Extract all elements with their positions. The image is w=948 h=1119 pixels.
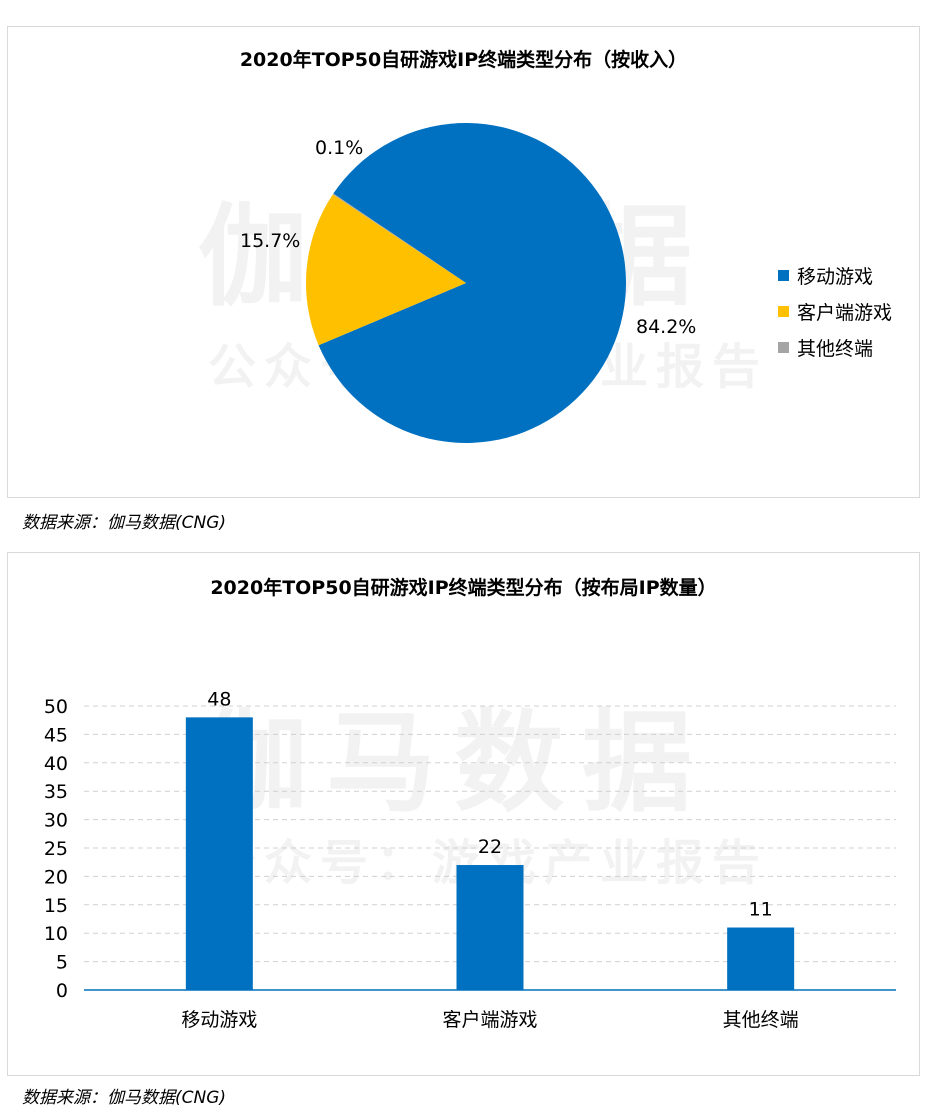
y-tick-label: 15 (44, 895, 68, 917)
pie-source-note: 数据来源：伽马数据(CNG) (22, 513, 227, 533)
bar (727, 927, 795, 990)
pie-label-other: 0.1% (315, 137, 364, 159)
bar-source-note: 数据来源：伽马数据(CNG) (22, 1088, 227, 1108)
pie-chart-title: 2020年TOP50自研游戏IP终端类型分布（按收入） (239, 49, 688, 71)
pie-label-client: 15.7% (240, 230, 301, 252)
legend-label-other: 其他终端 (797, 337, 874, 360)
y-tick-label: 25 (44, 838, 68, 860)
y-tick-label: 35 (44, 781, 68, 803)
y-tick-label: 50 (44, 696, 68, 718)
legend-item-mobile: 移动游戏 (778, 257, 892, 293)
bar-value-label: 48 (207, 688, 231, 710)
bar (456, 865, 524, 990)
legend-label-client: 客户端游戏 (797, 301, 893, 324)
pie-slice-client (306, 194, 466, 346)
legend-swatch-client (778, 305, 789, 317)
legend-label-mobile: 移动游戏 (797, 265, 874, 288)
y-tick-label: 0 (56, 980, 68, 1002)
y-tick-label: 40 (44, 753, 68, 775)
bar-value-label: 11 (749, 899, 773, 921)
y-tick-label: 45 (44, 724, 68, 746)
pie-legend: 移动游戏 客户端游戏 其他终端 (778, 257, 892, 365)
y-tick-label: 30 (44, 810, 68, 832)
pie-slice-mobile (318, 122, 627, 444)
bar-chart-panel: 2020年TOP50自研游戏IP终端类型分布（按布局IP数量） 伽马数据 公众号… (7, 552, 920, 1076)
y-tick-label: 10 (44, 923, 68, 945)
bar (185, 717, 253, 990)
y-tick-label: 5 (56, 952, 68, 974)
legend-item-client: 客户端游戏 (778, 293, 892, 329)
x-category-label: 客户端游戏 (442, 1009, 537, 1031)
pie-chart-panel: 2020年TOP50自研游戏IP终端类型分布（按收入） 伽马数据 公众号：游戏产… (7, 26, 920, 498)
legend-swatch-other (778, 341, 789, 353)
pie-label-mobile: 84.2% (636, 316, 697, 338)
pie-slice-other (332, 193, 466, 283)
x-category-label: 移动游戏 (181, 1009, 257, 1031)
bar-chart-title: 2020年TOP50自研游戏IP终端类型分布（按布局IP数量） (210, 577, 717, 599)
bar-value-label: 22 (478, 836, 502, 858)
pie-chart (306, 122, 627, 444)
y-tick-label: 20 (44, 866, 68, 888)
legend-item-other: 其他终端 (778, 329, 892, 365)
x-category-label: 其他终端 (723, 1009, 799, 1031)
bar-chart: 0 5 10 15 20 25 30 35 40 45 50 48 移动游戏 22 客户端游戏 11 其他终端 (44, 688, 896, 1031)
legend-swatch-mobile (778, 269, 789, 281)
